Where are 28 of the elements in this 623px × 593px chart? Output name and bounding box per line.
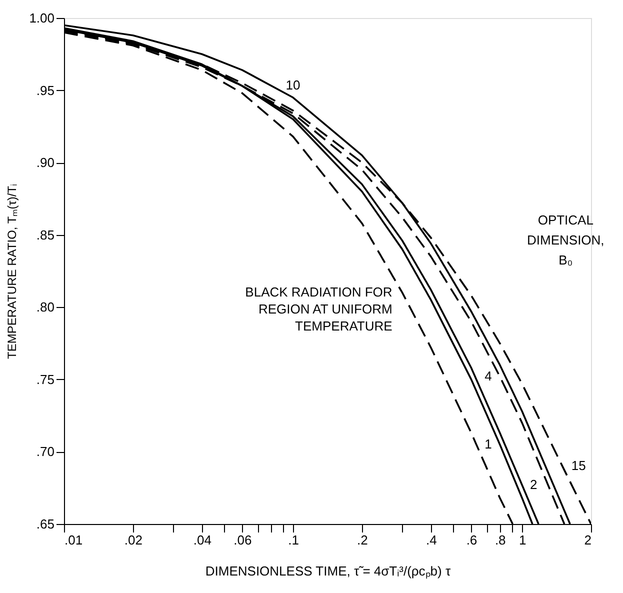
series-label: 15 [571,458,586,474]
y-tick-label: .70 [36,444,54,460]
x-tick-label: .2 [357,532,368,548]
series-label: 10 [286,78,300,93]
series-label: 4 [484,368,492,384]
y-tick-label: .85 [36,227,54,242]
series-label: BLACK RADIATION FOR REGION AT UNIFORM TEMPERATURE [245,284,393,334]
x-tick-label: .6 [466,532,478,548]
x-tick-label: .06 [234,532,252,548]
series-label: 1 [484,436,492,452]
x-axis-title: DIMENSIONLESS TIME, τ̃ = 4σTᵢ³/(ρcₚb) τ [205,564,452,580]
y-tick-label: .95 [36,82,54,98]
y-tick-label: .90 [36,155,54,170]
x-tick-label: 2 [584,532,592,548]
x-tick-label: 1 [518,532,526,548]
x-tick-label: .04 [193,532,212,548]
y-tick-label: .75 [36,372,54,387]
y-tick-label: .65 [36,516,54,532]
y-tick-label: .80 [36,300,54,315]
x-tick-label: .4 [426,532,437,548]
y-tick-label: 1.00 [29,10,54,26]
x-tick-label: .1 [288,532,299,548]
legend-title: OPTICAL DIMENSION, B₀ [527,212,604,268]
x-tick-label: .01 [64,532,83,548]
x-tick-label: .02 [124,532,142,548]
series-label: 2 [530,476,538,492]
y-axis-title: TEMPERATURE RATIO, Tₘ(τ)/Tᵢ [5,184,20,359]
x-tick-label: .8 [494,532,506,548]
